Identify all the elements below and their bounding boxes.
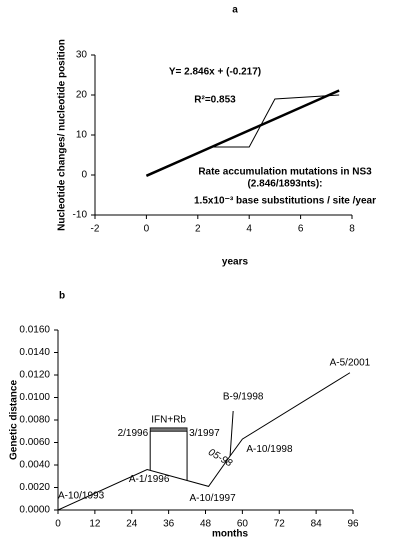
treatment-end-label: 3/1997 — [189, 428, 220, 439]
panel-label: a — [232, 5, 238, 16]
y-tick-label: 0.0080 — [19, 415, 50, 426]
point-label: A-10/1993 — [58, 491, 105, 502]
x-tick-label: 48 — [200, 519, 212, 530]
annotation: R²=0.853 — [194, 95, 236, 106]
data-line — [57, 372, 351, 511]
point-label: A-10/1997 — [189, 493, 236, 504]
y-tick-label: 20 — [76, 90, 88, 101]
treatment-bar — [149, 427, 188, 432]
data-line — [145, 89, 340, 178]
point-label: B-9/1998 — [223, 392, 264, 403]
y-tick-label: 0.0040 — [19, 460, 50, 471]
y-axis-label: Genetic distance — [9, 380, 20, 460]
annotation: (2.846/1893nts): — [247, 179, 322, 190]
x-tick-label: -2 — [91, 224, 100, 235]
y-tick-label: 0.0060 — [19, 437, 50, 448]
x-axis-label: months — [212, 529, 249, 540]
y-tick-label: -10 — [73, 210, 88, 221]
x-tick-label: 4 — [246, 224, 252, 235]
y-tick-label: 10 — [76, 130, 88, 141]
y-axis-label: Nucleotide changes/ nucleotide position — [57, 39, 68, 231]
treatment-label: IFN+Rb — [151, 415, 186, 426]
y-tick-label: 0.0160 — [19, 325, 50, 336]
x-tick-label: 0 — [144, 224, 150, 235]
x-tick-label: 12 — [89, 519, 101, 530]
point-label: A-5/2001 — [330, 357, 371, 368]
x-tick-label: 36 — [163, 519, 175, 530]
x-tick-label: 0 — [55, 519, 61, 530]
x-tick-label: 72 — [274, 519, 286, 530]
annotation: Y= 2.846x + (-0.217) — [169, 67, 261, 78]
y-tick-label: 0 — [81, 170, 87, 181]
x-axis-label: years — [222, 257, 249, 268]
annotation: 1.5x10⁻³ base substitutions / site /year — [194, 196, 376, 207]
x-tick-label: 24 — [126, 519, 138, 530]
y-tick-label: 0.0100 — [19, 392, 50, 403]
x-tick-label: 8 — [349, 224, 355, 235]
point-label: A-1/1996 — [129, 474, 170, 485]
data-line — [229, 410, 234, 457]
x-tick-label: 84 — [311, 519, 323, 530]
x-tick-label: 2 — [195, 224, 201, 235]
annotation: Rate accumulation mutations in NS3 — [198, 167, 372, 178]
y-tick-label: 30 — [76, 50, 88, 61]
y-tick-label: 0.0140 — [19, 347, 50, 358]
point-label: A-10/1998 — [246, 444, 293, 455]
x-tick-label: 96 — [347, 519, 359, 530]
panel-label: b — [59, 291, 65, 302]
x-tick-label: 6 — [298, 224, 304, 235]
y-tick-label: 0.0120 — [19, 370, 50, 381]
y-tick-label: 0.0000 — [19, 505, 50, 516]
y-tick-label: 0.0020 — [19, 482, 50, 493]
treatment-start-label: 2/1996 — [118, 428, 149, 439]
x-tick-label: 60 — [237, 519, 249, 530]
